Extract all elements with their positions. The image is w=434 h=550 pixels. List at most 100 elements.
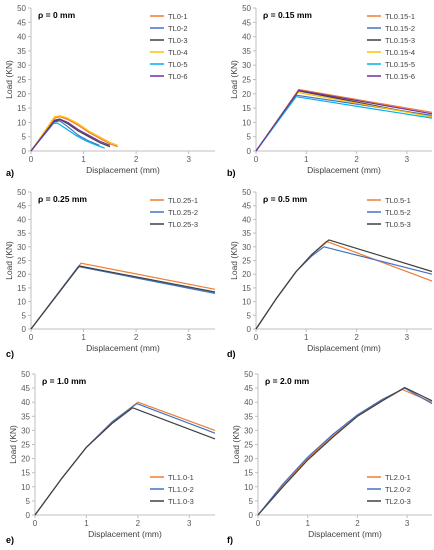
panel-letter: c)	[6, 349, 14, 359]
y-tick-label: 25	[17, 76, 26, 85]
chart-panel-6: 0 5 10 15 20 25 30 35 40 45 50 0 1 2 3 Displacement (mm…	[227, 370, 433, 545]
legend-label: TL1.0-2	[168, 485, 194, 494]
series-line-TL1.0-3	[34, 407, 216, 516]
legend-label: TL0-5	[168, 60, 188, 69]
y-tick-label: 30	[244, 426, 253, 435]
y-tick-label: 20	[17, 270, 26, 279]
y-tick-label: 0	[22, 147, 27, 156]
legend-label: TL1.0-3	[168, 497, 194, 506]
y-tick-label: 25	[244, 441, 253, 450]
series-line-TL0.15-4	[255, 91, 433, 152]
series-line-TL2.0-2	[257, 387, 433, 516]
y-axis-title: Load (KN)	[4, 60, 14, 99]
x-tick-label: 1	[81, 333, 86, 342]
x-tick-label: 2	[354, 333, 359, 342]
y-tick-label: 40	[242, 33, 251, 42]
x-tick-label: 2	[136, 519, 141, 528]
y-axis-title: Load (KN)	[229, 241, 239, 280]
y-tick-label: 30	[242, 243, 251, 252]
y-tick-label: 50	[17, 4, 26, 13]
y-tick-label: 25	[242, 257, 251, 266]
y-tick-label: 30	[21, 426, 30, 435]
series-line-TL0-6	[30, 118, 111, 152]
legend-label: TL0.5-1	[385, 196, 411, 205]
y-tick-label: 45	[242, 202, 251, 211]
series-line-TL0.5-1	[255, 240, 433, 330]
y-tick-label: 10	[17, 298, 26, 307]
y-tick-label: 5	[249, 497, 254, 506]
y-tick-label: 25	[21, 441, 30, 450]
y-tick-label: 35	[17, 229, 26, 238]
legend-label: TL0-3	[168, 36, 188, 45]
series-line-TL0.5-2	[255, 246, 433, 330]
legend-label: TL0.25-2	[168, 208, 198, 217]
chart-panel-3: 0 5 10 15 20 25 30 35 40 45 50 0 1 2 3 Displacement (mm…	[4, 188, 216, 359]
legend-label: TL0-1	[168, 12, 188, 21]
legend-label: TL1.0-1	[168, 473, 194, 482]
legend-label: TL2.0-1	[385, 473, 411, 482]
y-tick-label: 20	[21, 455, 30, 464]
legend-label: TL0.25-3	[168, 220, 198, 229]
x-tick-label: 0	[29, 155, 34, 164]
x-axis-title: Displacement (mm)	[307, 165, 381, 175]
panel-title: ρ = 0 mm	[38, 10, 76, 20]
x-tick-label: 1	[304, 333, 309, 342]
series-line-TL0-3	[30, 118, 111, 152]
legend-label: TL0-6	[168, 72, 188, 81]
y-tick-label: 40	[244, 398, 253, 407]
panel-letter: e)	[6, 535, 14, 545]
legend-label: TL0.15-3	[385, 36, 415, 45]
x-tick-label: 2	[354, 155, 359, 164]
y-tick-label: 45	[17, 202, 26, 211]
y-axis-title: Load (KN)	[4, 241, 14, 280]
y-tick-label: 50	[17, 188, 26, 197]
y-axis-title: Load (KN)	[229, 60, 239, 99]
y-tick-label: 40	[17, 33, 26, 42]
y-tick-label: 30	[17, 243, 26, 252]
x-tick-label: 0	[254, 155, 259, 164]
panel-letter: d)	[227, 349, 236, 359]
x-axis-title: Displacement (mm)	[88, 529, 162, 539]
panel-title: ρ = 0.25 mm	[38, 194, 87, 204]
y-tick-label: 25	[17, 257, 26, 266]
x-tick-label: 3	[186, 155, 191, 164]
y-tick-label: 0	[249, 511, 254, 520]
series-line-TL0.15-5	[255, 96, 433, 152]
x-tick-label: 1	[305, 519, 310, 528]
x-tick-label: 3	[405, 333, 410, 342]
y-tick-label: 50	[242, 188, 251, 197]
legend-label: TL0.5-3	[385, 220, 411, 229]
legend-label: TL0.15-5	[385, 60, 415, 69]
panel-title: ρ = 1.0 mm	[42, 376, 87, 386]
y-tick-label: 20	[242, 90, 251, 99]
y-tick-label: 30	[242, 61, 251, 70]
x-tick-label: 3	[187, 519, 192, 528]
panel-title: ρ = 0.5 mm	[263, 194, 308, 204]
y-tick-label: 35	[242, 229, 251, 238]
panel-letter: f)	[227, 535, 233, 545]
y-tick-label: 35	[21, 412, 30, 421]
legend-label: TL0.15-2	[385, 24, 415, 33]
y-tick-label: 5	[22, 311, 27, 320]
y-tick-label: 45	[17, 18, 26, 27]
x-tick-label: 3	[186, 333, 191, 342]
x-tick-label: 2	[134, 155, 139, 164]
x-tick-label: 3	[405, 155, 410, 164]
x-axis-title: Displacement (mm)	[308, 529, 382, 539]
x-tick-label: 1	[84, 519, 89, 528]
y-tick-label: 10	[17, 118, 26, 127]
panel-letter: a)	[6, 168, 14, 178]
series-line-TL0.15-3	[255, 90, 433, 152]
y-tick-label: 50	[242, 4, 251, 13]
y-tick-label: 0	[22, 325, 27, 334]
x-tick-label: 3	[405, 519, 410, 528]
y-tick-label: 10	[21, 483, 30, 492]
y-tick-label: 10	[242, 118, 251, 127]
y-tick-label: 45	[244, 384, 253, 393]
x-tick-label: 0	[256, 519, 261, 528]
x-tick-label: 1	[81, 155, 86, 164]
legend-label: TL0.15-1	[385, 12, 415, 21]
y-tick-label: 15	[242, 104, 251, 113]
y-tick-label: 15	[242, 284, 251, 293]
